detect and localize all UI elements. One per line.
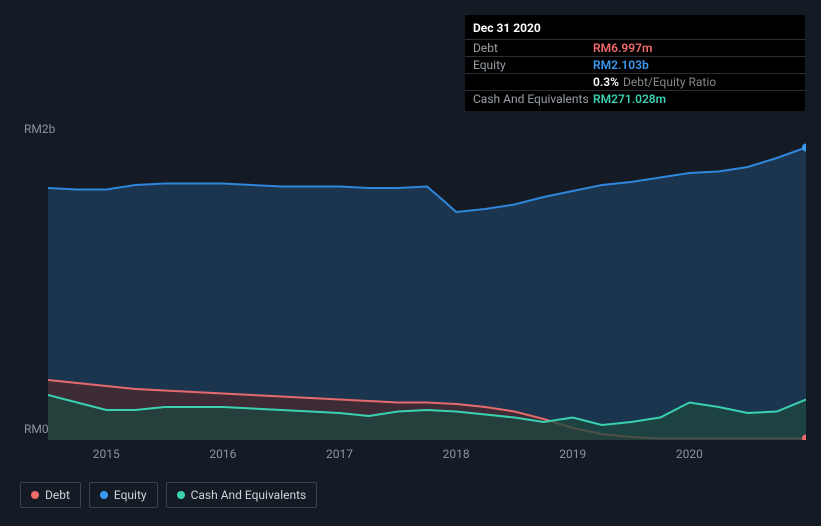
tooltip-row: 0.3%Debt/Equity Ratio	[465, 73, 805, 90]
chart-stage: Dec 31 2020 DebtRM6.997mEquityRM2.103b0.…	[0, 0, 821, 526]
legend-dot-icon	[31, 491, 39, 499]
legend-dot-icon	[100, 491, 108, 499]
tooltip-row-extra: Debt/Equity Ratio	[623, 75, 716, 89]
x-axis-label: 2018	[443, 447, 470, 461]
legend-label: Debt	[45, 488, 70, 502]
tooltip-row: DebtRM6.997m	[465, 39, 805, 56]
tooltip-row-label: Debt	[473, 41, 593, 55]
legend-label: Equity	[114, 488, 147, 502]
chart-plot-area[interactable]	[48, 140, 806, 440]
legend-item[interactable]: Cash And Equivalents	[166, 482, 318, 508]
x-axis-label: 2020	[676, 447, 703, 461]
tooltip-row-label	[473, 75, 593, 89]
tooltip-row: EquityRM2.103b	[465, 56, 805, 73]
legend-dot-icon	[177, 491, 185, 499]
tooltip-row-label: Cash And Equivalents	[473, 92, 593, 106]
x-axis-label: 2015	[93, 447, 120, 461]
y-axis-top-label: RM2b	[24, 122, 55, 136]
data-tooltip: Dec 31 2020 DebtRM6.997mEquityRM2.103b0.…	[465, 15, 805, 111]
tooltip-date: Dec 31 2020	[465, 19, 805, 39]
x-axis-label: 2019	[559, 447, 586, 461]
legend-item[interactable]: Equity	[89, 482, 158, 508]
tooltip-row-value: RM2.103b	[593, 58, 649, 72]
chart-legend: Debt Equity Cash And Equivalents	[20, 482, 317, 508]
tooltip-row-label: Equity	[473, 58, 593, 72]
legend-label: Cash And Equivalents	[191, 488, 307, 502]
area-chart-svg	[48, 140, 806, 440]
legend-item[interactable]: Debt	[20, 482, 81, 508]
tooltip-row: Cash And EquivalentsRM271.028m	[465, 90, 805, 107]
tooltip-row-value: RM271.028m	[593, 92, 666, 106]
tooltip-row-value: RM6.997m	[593, 41, 652, 55]
tooltip-row-value: 0.3%Debt/Equity Ratio	[593, 75, 716, 89]
x-axis-label: 2016	[209, 447, 236, 461]
y-axis-bottom-label: RM0	[24, 422, 49, 436]
x-axis-label: 2017	[326, 447, 353, 461]
